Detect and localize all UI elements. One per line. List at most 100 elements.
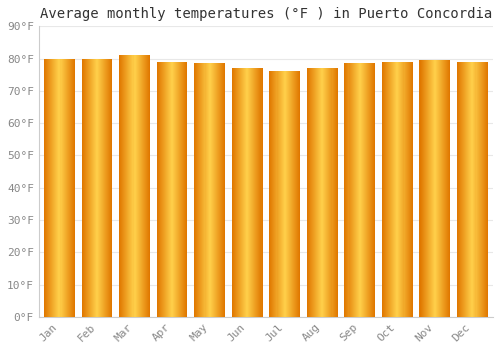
Bar <box>62 58 64 317</box>
Bar <box>47 58 48 317</box>
Bar <box>220 63 221 317</box>
Bar <box>442 60 443 317</box>
Bar <box>321 68 322 317</box>
Bar <box>445 60 446 317</box>
Bar <box>126 55 128 317</box>
Bar <box>431 60 432 317</box>
Bar <box>392 62 393 317</box>
Bar <box>350 63 352 317</box>
Bar <box>90 58 91 317</box>
Bar <box>70 58 72 317</box>
Bar <box>282 71 284 317</box>
Bar <box>241 68 242 317</box>
Bar <box>334 68 336 317</box>
Bar <box>108 58 110 317</box>
Bar <box>371 63 372 317</box>
Bar <box>437 60 438 317</box>
Bar <box>424 60 426 317</box>
Title: Average monthly temperatures (°F ) in Puerto Concordia: Average monthly temperatures (°F ) in Pu… <box>40 7 492 21</box>
Bar <box>165 62 166 317</box>
Bar <box>99 58 100 317</box>
Bar <box>48 58 49 317</box>
Bar <box>232 68 233 317</box>
Bar <box>426 60 428 317</box>
Bar <box>276 71 278 317</box>
Bar <box>244 68 245 317</box>
Bar <box>320 68 321 317</box>
Bar <box>326 68 328 317</box>
Bar <box>439 60 440 317</box>
Bar <box>313 68 314 317</box>
Bar <box>272 71 274 317</box>
Bar <box>132 55 134 317</box>
Bar <box>360 63 361 317</box>
Bar <box>484 62 486 317</box>
Bar <box>44 58 45 317</box>
Bar <box>382 62 383 317</box>
Bar <box>240 68 241 317</box>
Bar <box>51 58 52 317</box>
Bar <box>196 63 198 317</box>
Bar <box>95 58 96 317</box>
Bar <box>373 63 374 317</box>
Bar <box>235 68 236 317</box>
Bar <box>254 68 256 317</box>
Bar <box>208 63 210 317</box>
Bar <box>428 60 430 317</box>
Bar <box>398 62 400 317</box>
Bar <box>256 68 258 317</box>
Bar <box>250 68 252 317</box>
Bar <box>466 62 468 317</box>
Bar <box>487 62 488 317</box>
Bar <box>149 55 150 317</box>
Bar <box>200 63 202 317</box>
Bar <box>173 62 174 317</box>
Bar <box>430 60 431 317</box>
Bar <box>237 68 238 317</box>
Bar <box>239 68 240 317</box>
Bar <box>97 58 98 317</box>
Bar <box>446 60 447 317</box>
Bar <box>194 63 196 317</box>
Bar <box>280 71 281 317</box>
Bar <box>370 63 371 317</box>
Bar <box>396 62 398 317</box>
Bar <box>198 63 200 317</box>
Bar <box>158 62 160 317</box>
Bar <box>465 62 466 317</box>
Bar <box>408 62 410 317</box>
Bar <box>457 62 458 317</box>
Bar <box>178 62 180 317</box>
Bar <box>134 55 136 317</box>
Bar <box>367 63 368 317</box>
Bar <box>363 63 364 317</box>
Bar <box>60 58 62 317</box>
Bar <box>404 62 406 317</box>
Bar <box>434 60 435 317</box>
Bar <box>441 60 442 317</box>
Bar <box>322 68 324 317</box>
Bar <box>388 62 389 317</box>
Bar <box>361 63 362 317</box>
Bar <box>440 60 441 317</box>
Bar <box>217 63 218 317</box>
Bar <box>310 68 311 317</box>
Bar <box>110 58 112 317</box>
Bar <box>432 60 433 317</box>
Bar <box>406 62 408 317</box>
Bar <box>270 71 272 317</box>
Bar <box>167 62 168 317</box>
Bar <box>354 63 356 317</box>
Bar <box>336 68 338 317</box>
Bar <box>289 71 290 317</box>
Bar <box>145 55 146 317</box>
Bar <box>52 58 54 317</box>
Bar <box>296 71 297 317</box>
Bar <box>480 62 482 317</box>
Bar <box>369 63 370 317</box>
Bar <box>104 58 105 317</box>
Bar <box>89 58 90 317</box>
Bar <box>171 62 172 317</box>
Bar <box>214 63 216 317</box>
Bar <box>186 62 188 317</box>
